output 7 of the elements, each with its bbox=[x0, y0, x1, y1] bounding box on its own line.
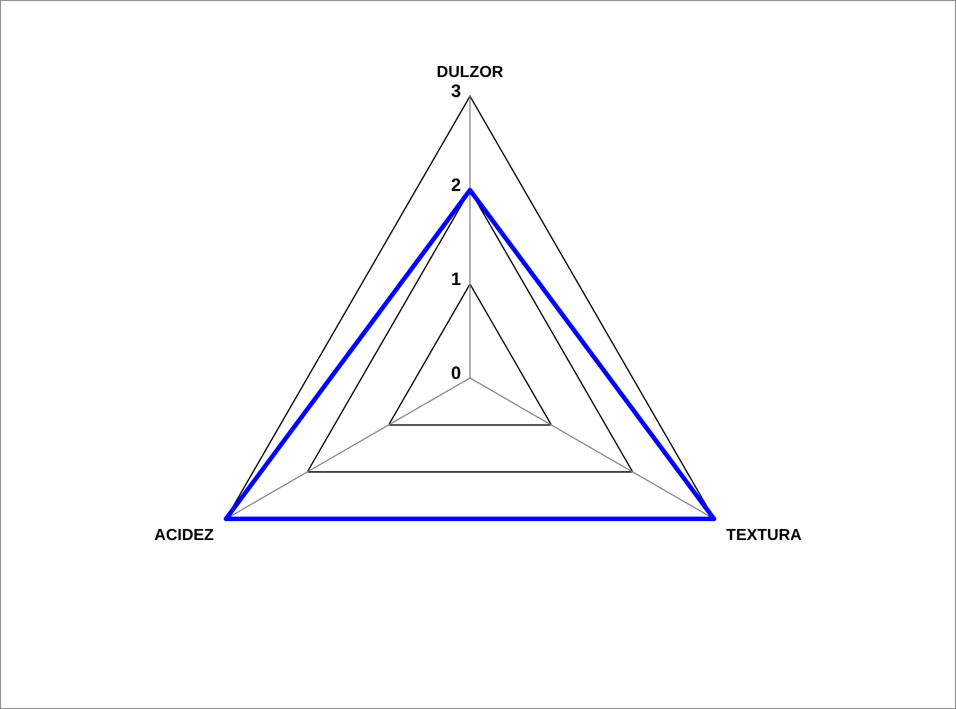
spoke-label: TEXTURA bbox=[726, 526, 802, 544]
y-tick-label: 3 bbox=[450, 81, 461, 102]
y-tick-label: 1 bbox=[450, 269, 461, 290]
spoke-label: DULZOR bbox=[436, 64, 504, 82]
y-tick-label: 2 bbox=[450, 175, 461, 196]
spoke-label: ACIDEZ bbox=[154, 526, 214, 544]
y-tick-label: 0 bbox=[450, 362, 461, 383]
